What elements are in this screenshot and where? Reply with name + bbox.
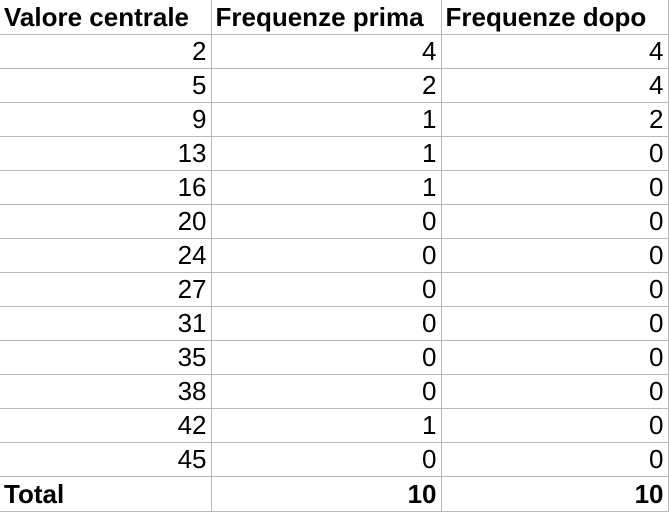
cell-frequenze-prima: 0 [210,272,442,307]
table-row: 16 1 0 [0,170,669,205]
cell-valore-centrale: 42 [0,408,212,443]
cell-frequenze-dopo: 4 [440,34,669,69]
total-label: Total [0,476,212,512]
table-row: 9 1 2 [0,102,669,137]
cell-frequenze-dopo: 0 [440,340,669,375]
cell-frequenze-dopo: 0 [440,374,669,409]
table-body: 2 4 4 5 2 4 9 1 2 13 1 0 16 1 0 20 0 0 [0,34,669,512]
cell-frequenze-prima: 1 [210,102,442,137]
cell-frequenze-prima: 1 [210,170,442,205]
cell-frequenze-dopo: 0 [440,272,669,307]
table-row: 42 1 0 [0,408,669,443]
cell-frequenze-prima: 2 [210,68,442,103]
cell-valore-centrale: 16 [0,170,212,205]
cell-frequenze-dopo: 4 [440,68,669,103]
cell-frequenze-dopo: 0 [440,306,669,341]
cell-frequenze-dopo: 0 [440,408,669,443]
cell-frequenze-dopo: 0 [440,170,669,205]
cell-frequenze-dopo: 0 [440,136,669,171]
cell-frequenze-prima: 0 [210,340,442,375]
table-row: 20 0 0 [0,204,669,239]
header-valore-centrale: Valore centrale [0,0,212,35]
cell-frequenze-dopo: 0 [440,238,669,273]
cell-frequenze-prima: 0 [210,306,442,341]
cell-valore-centrale: 45 [0,442,212,477]
cell-frequenze-prima: 4 [210,34,442,69]
cell-valore-centrale: 27 [0,272,212,307]
total-row: Total 10 10 [0,476,669,512]
cell-frequenze-prima: 0 [210,442,442,477]
cell-valore-centrale: 20 [0,204,212,239]
total-frequenze-dopo: 10 [440,476,669,512]
header-frequenze-prima: Frequenze prima [210,0,442,35]
cell-valore-centrale: 13 [0,136,212,171]
table-row: 27 0 0 [0,272,669,307]
cell-frequenze-prima: 1 [210,408,442,443]
cell-frequenze-prima: 1 [210,136,442,171]
table-row: 2 4 4 [0,34,669,69]
table-row: 31 0 0 [0,306,669,341]
total-frequenze-prima: 10 [210,476,442,512]
cell-frequenze-dopo: 0 [440,204,669,239]
cell-valore-centrale: 38 [0,374,212,409]
cell-valore-centrale: 2 [0,34,212,69]
table-row: 45 0 0 [0,442,669,477]
header-frequenze-dopo: Frequenze dopo [440,0,669,35]
table-row: 35 0 0 [0,340,669,375]
cell-valore-centrale: 35 [0,340,212,375]
table-row: 24 0 0 [0,238,669,273]
header-row: Valore centrale Frequenze prima Frequenz… [0,0,669,35]
cell-frequenze-dopo: 0 [440,442,669,477]
cell-frequenze-dopo: 2 [440,102,669,137]
cell-valore-centrale: 24 [0,238,212,273]
table-row: 13 1 0 [0,136,669,171]
cell-frequenze-prima: 0 [210,238,442,273]
table-row: 5 2 4 [0,68,669,103]
cell-valore-centrale: 31 [0,306,212,341]
cell-frequenze-prima: 0 [210,374,442,409]
cell-valore-centrale: 9 [0,102,212,137]
table-row: 38 0 0 [0,374,669,409]
cell-frequenze-prima: 0 [210,204,442,239]
cell-valore-centrale: 5 [0,68,212,103]
